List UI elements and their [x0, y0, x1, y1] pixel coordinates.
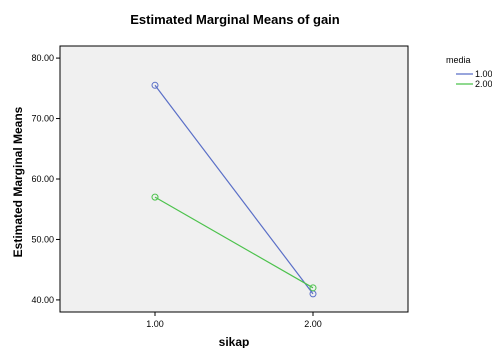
- legend-title: media: [446, 55, 471, 65]
- legend-label: 2.00: [475, 79, 492, 89]
- chart-title: Estimated Marginal Means of gain: [130, 12, 340, 27]
- legend-label: 1.00: [475, 69, 492, 79]
- x-tick-label: 2.00: [304, 319, 322, 329]
- y-tick-label: 70.00: [31, 114, 54, 124]
- y-tick-label: 40.00: [31, 295, 54, 305]
- x-axis-title: sikap: [219, 335, 250, 348]
- x-tick-label: 1.00: [146, 319, 164, 329]
- y-tick-label: 50.00: [31, 234, 54, 244]
- y-tick-label: 60.00: [31, 174, 54, 184]
- y-tick-label: 80.00: [31, 53, 54, 63]
- y-axis-title: Estimated Marginal Means: [11, 106, 25, 257]
- plot-area: [60, 46, 408, 312]
